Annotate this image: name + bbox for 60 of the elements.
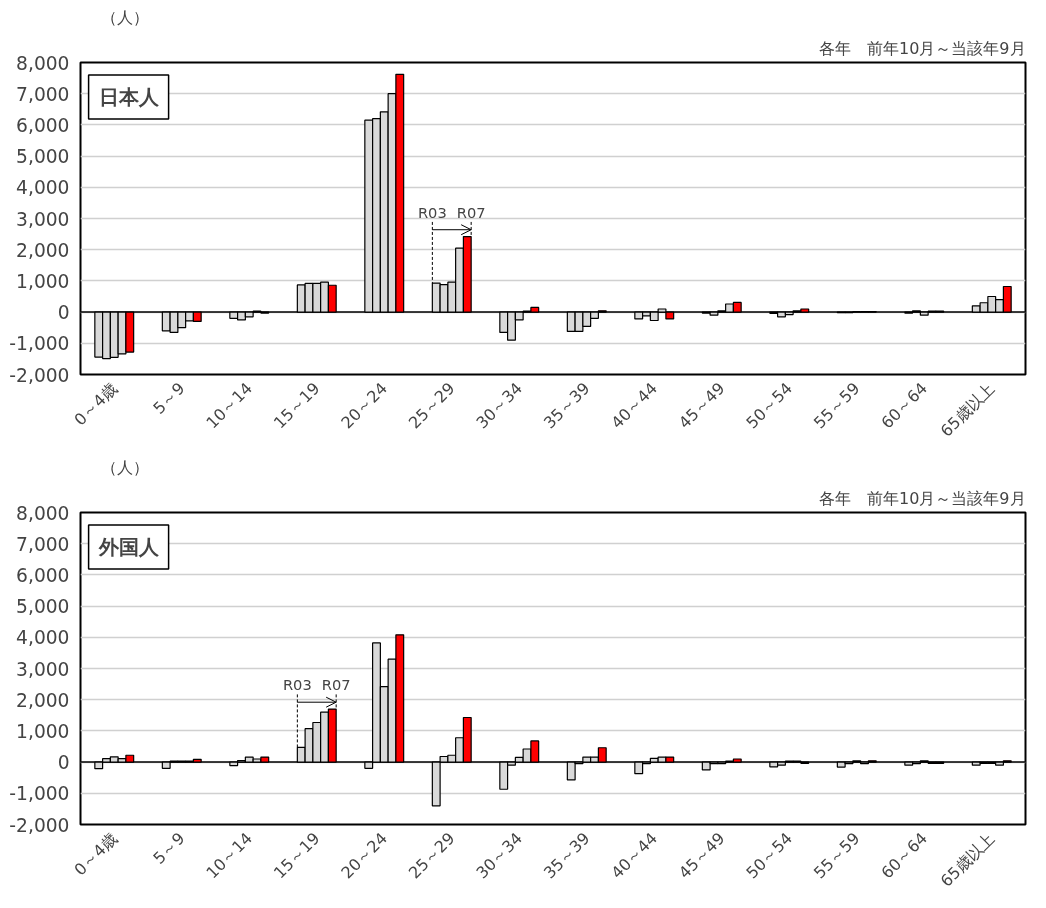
x-tick-label: 5～9 xyxy=(149,378,189,418)
y-tick-label: 0 xyxy=(57,752,70,774)
y-tick-label: 2,000 xyxy=(16,239,70,261)
annotation: R03 xyxy=(417,204,447,221)
y-tick-label: 8,000 xyxy=(16,502,70,524)
x-tick-label: 30～34 xyxy=(472,828,526,883)
annotation: R07 xyxy=(456,204,486,221)
y-tick-label: -1,000 xyxy=(9,333,70,355)
x-tick-label: 40～44 xyxy=(607,378,661,433)
y-tick-label: 1,000 xyxy=(16,720,70,742)
y-tick-label: 5,000 xyxy=(16,146,70,168)
annotation: R07 xyxy=(321,676,351,694)
x-tick-label: 55～59 xyxy=(809,378,864,433)
y-tick-label: -1,000 xyxy=(9,783,70,805)
y-tick-label: 3,000 xyxy=(16,658,70,680)
x-tick-label: 10～14 xyxy=(202,828,256,883)
y-tick-label: 1,000 xyxy=(16,270,70,292)
annotation: R03 xyxy=(282,676,312,694)
x-tick-label: 65歳以上 xyxy=(936,378,999,441)
y-tick-label: 7,000 xyxy=(16,533,70,555)
x-tick-label: 60～64 xyxy=(877,378,931,433)
x-tick-label: 20～24 xyxy=(337,828,391,883)
y-tick-label: -2,000 xyxy=(9,814,70,836)
y-tick-label: 7,000 xyxy=(16,83,70,105)
chart-subtitle: 各年 前年10月～当該年9月 xyxy=(818,488,1026,508)
x-tick-label: 15～19 xyxy=(269,828,324,883)
x-tick-label: 45～49 xyxy=(674,378,729,433)
y-tick-label: 3,000 xyxy=(16,208,70,230)
x-tick-label: 20～24 xyxy=(337,378,391,433)
x-tick-label: 25～29 xyxy=(404,378,459,433)
y-tick-label: 2,000 xyxy=(16,689,70,711)
x-tick-label: 0～4歳 xyxy=(70,828,121,880)
y-tick-label: 8,000 xyxy=(16,52,70,74)
x-tick-label: 50～54 xyxy=(742,828,796,883)
text: 外国人 xyxy=(97,534,160,559)
x-tick-label: 60～64 xyxy=(877,828,931,883)
x-tick-label: 45～49 xyxy=(674,828,729,883)
chart-subtitle: 各年 前年10月～当該年9月 xyxy=(818,38,1026,58)
x-tick-label: 5～9 xyxy=(149,828,189,868)
y-axis-title: （人） xyxy=(100,457,149,477)
y-tick-label: 0 xyxy=(57,302,70,324)
x-tick-label: 25～29 xyxy=(404,828,459,883)
y-tick-label: 6,000 xyxy=(16,564,70,586)
x-tick-label: 50～54 xyxy=(742,378,796,433)
y-tick-label: 5,000 xyxy=(16,596,70,618)
x-tick-label: 65歳以上 xyxy=(936,828,999,891)
x-tick-label: 30～34 xyxy=(472,378,526,433)
x-tick-label: 35～39 xyxy=(539,828,594,883)
y-tick-label: 6,000 xyxy=(16,114,70,136)
y-axis-title: （人） xyxy=(100,7,149,27)
x-tick-label: 55～59 xyxy=(809,828,864,883)
x-tick-label: 10～14 xyxy=(202,378,256,433)
y-tick-label: 4,000 xyxy=(16,177,70,199)
x-tick-label: 0～4歳 xyxy=(70,378,121,430)
x-tick-label: 35～39 xyxy=(539,378,594,433)
y-tick-label: 4,000 xyxy=(16,627,70,649)
x-tick-label: 15～19 xyxy=(269,378,324,433)
text: 日本人 xyxy=(98,84,160,109)
x-tick-label: 40～44 xyxy=(607,828,661,883)
y-tick-label: -2,000 xyxy=(9,364,70,386)
